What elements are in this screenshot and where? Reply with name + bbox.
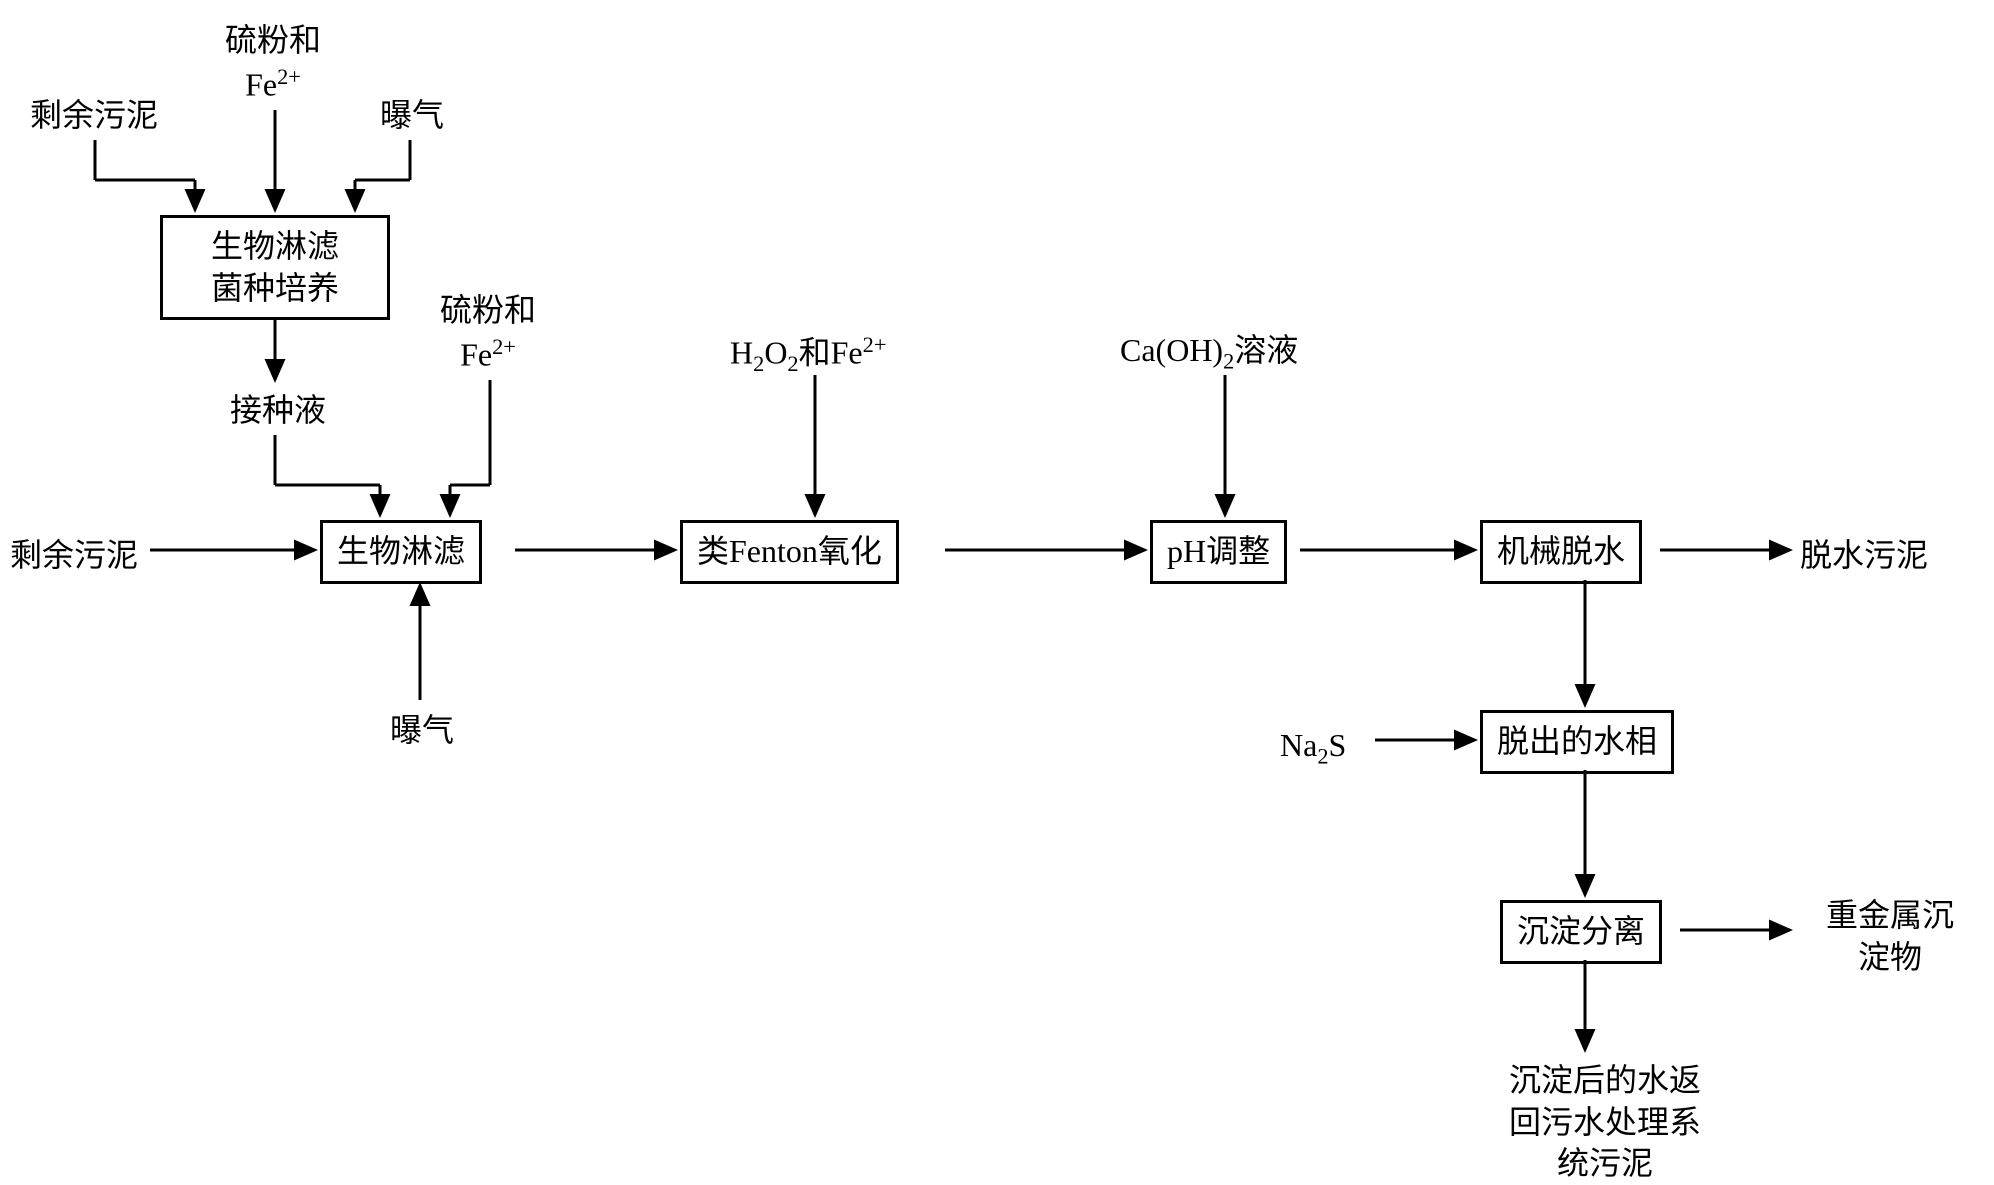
- box-precip: 沉淀分离: [1500, 900, 1662, 964]
- box-fenton: 类Fenton氧化: [680, 520, 899, 584]
- flow-arrows: [0, 0, 1994, 1170]
- box-water-phase: 脱出的水相: [1480, 710, 1674, 774]
- label-aeration-top: 曝气: [380, 95, 444, 137]
- label-na2s: Na2S: [1280, 725, 1346, 771]
- box-dewater: 机械脱水: [1480, 520, 1642, 584]
- box-ph: pH调整: [1150, 520, 1287, 584]
- label-aeration-2: 曝气: [390, 710, 454, 752]
- label-inoculum: 接种液: [230, 390, 326, 432]
- label-out-return: 沉淀后的水返回污水处理系统污泥: [1480, 1060, 1730, 1185]
- label-h2o2-fe: H2O2和Fe2+: [730, 330, 886, 378]
- label-caoh2: Ca(OH)2溶液: [1120, 330, 1298, 376]
- label-excess-sludge-top: 剩余污泥: [30, 95, 158, 137]
- box-bioleach: 生物淋滤: [320, 520, 482, 584]
- box-bioleach-culture: 生物淋滤菌种培养: [160, 215, 390, 320]
- label-excess-sludge-main: 剩余污泥: [10, 535, 138, 577]
- label-sulfur-fe-top: 硫粉和 Fe2+: [225, 20, 321, 106]
- label-out-heavy-metal: 重金属沉淀物: [1800, 895, 1980, 978]
- label-out-dewatered: 脱水污泥: [1800, 535, 1928, 577]
- label-sulfur-fe-2: 硫粉和 Fe2+: [440, 290, 536, 376]
